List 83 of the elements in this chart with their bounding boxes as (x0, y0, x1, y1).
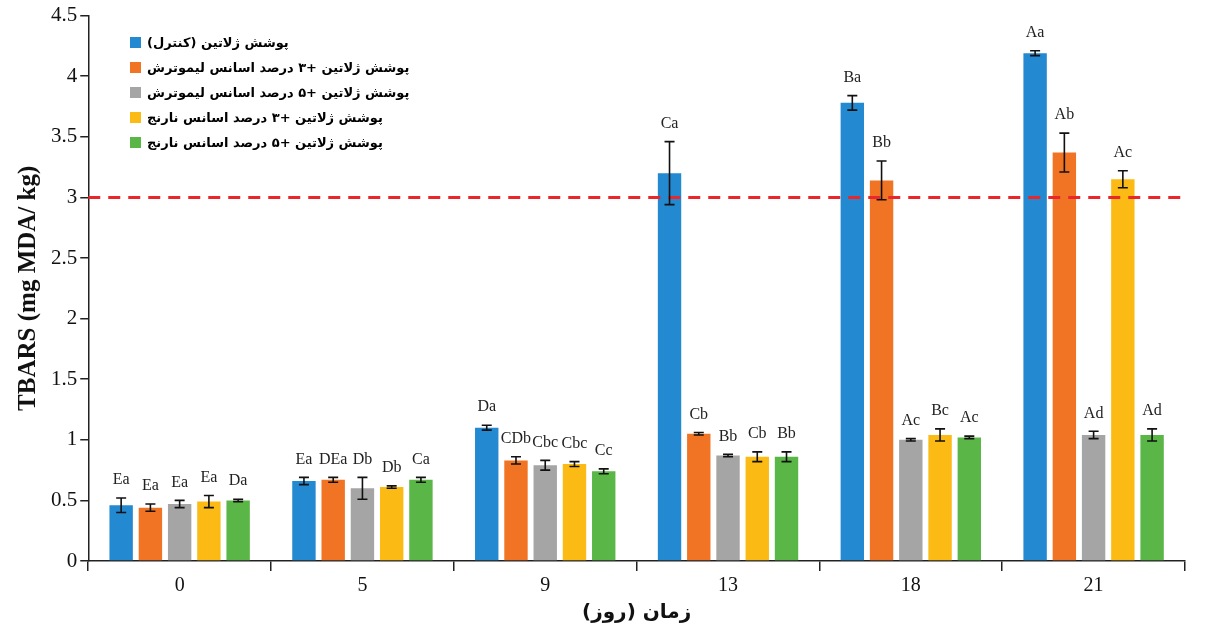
y-tick-label: 2.5 (51, 244, 78, 269)
bar (321, 479, 345, 561)
bar (592, 471, 616, 561)
data-label: Cbc (561, 433, 588, 451)
x-tick-label: 9 (540, 573, 551, 596)
bar (350, 488, 375, 561)
bar (899, 439, 923, 561)
data-label: Cb (689, 404, 709, 422)
data-label: DEa (318, 449, 348, 467)
y-tick-label: 4 (66, 62, 78, 87)
bar (562, 464, 587, 561)
bar (197, 501, 221, 561)
data-label: Ca (660, 113, 679, 131)
y-tick-label: 1.5 (51, 365, 78, 390)
y-tick-label: 1 (66, 426, 78, 451)
data-label: Cc (594, 441, 613, 459)
data-label: Bc (931, 401, 949, 419)
x-tick-label: 13 (718, 573, 739, 596)
data-label: Ad (1083, 403, 1104, 421)
data-label: Da (228, 471, 248, 489)
x-tick-label: 18 (900, 573, 921, 596)
bar (1023, 53, 1047, 561)
bar (167, 504, 192, 561)
data-label: Ad (1142, 401, 1162, 419)
data-label: Ca (412, 449, 430, 467)
data-label: Bb (777, 424, 796, 442)
data-label: Bb (872, 133, 891, 151)
bar (292, 481, 316, 561)
data-label: Bb (718, 426, 738, 444)
bar (1140, 434, 1164, 561)
data-label: Ac (901, 410, 921, 428)
data-label: Ac (959, 408, 979, 426)
y-tick-label: 0.5 (51, 486, 78, 511)
bar (957, 437, 982, 561)
y-tick-label: 4.5 (51, 2, 78, 27)
bar (475, 427, 499, 561)
bar (379, 487, 404, 561)
bar (138, 507, 163, 561)
data-label: Db (352, 449, 373, 467)
bar (657, 173, 682, 561)
bar (687, 433, 711, 561)
data-label: Ab (1054, 105, 1075, 123)
y-tick-label: 3.5 (51, 123, 78, 148)
x-tick-label: 5 (357, 573, 368, 596)
y-axis-title: TBARS (mg MDA/ kg) (13, 165, 42, 411)
x-tick-label: 21 (1083, 573, 1104, 596)
legend-label: پوشش ژلاتین (کنترل) (147, 34, 289, 52)
legend-label: پوشش ژلاتین +۵ درصد اسانس نارنج (147, 134, 383, 152)
data-label: Ac (1113, 142, 1133, 160)
bar (840, 102, 865, 561)
bar (1052, 152, 1077, 561)
data-label: Ea (200, 467, 218, 485)
bar (1081, 434, 1106, 561)
bar (774, 456, 799, 561)
bar (226, 500, 250, 561)
data-label: CDb (500, 428, 532, 446)
bar (504, 460, 528, 561)
bar (409, 479, 433, 561)
data-label: Ea (112, 470, 130, 488)
x-axis-title: زمان (روز) (582, 599, 692, 624)
legend-label: پوشش ژلاتین +۵ درصد اسانس لیموترش (147, 84, 410, 102)
data-label: Ea (141, 476, 159, 494)
data-label: Ea (295, 449, 313, 467)
x-tick-label: 0 (174, 573, 185, 596)
bar (928, 434, 952, 561)
bar (109, 505, 133, 561)
bar (869, 180, 894, 561)
y-tick-label: 2 (66, 305, 78, 330)
y-tick-label: 3 (66, 183, 78, 208)
data-label: Da (477, 397, 497, 415)
bar (745, 456, 769, 561)
data-label: Cb (747, 424, 767, 442)
data-label: Db (381, 458, 402, 476)
bar (716, 455, 740, 561)
data-label: Cbc (532, 432, 559, 450)
legend-label: پوشش ژلاتین +۳ درصد اسانس نارنج (147, 109, 383, 127)
data-label: Ea (171, 472, 189, 490)
y-tick-label: 0 (66, 547, 78, 572)
data-label: Aa (1025, 22, 1045, 40)
bar (1111, 179, 1135, 561)
bar (533, 465, 557, 561)
legend-label: پوشش ژلاتین +۳ درصد اسانس لیموترش (147, 59, 410, 77)
data-label: Ba (843, 67, 862, 85)
